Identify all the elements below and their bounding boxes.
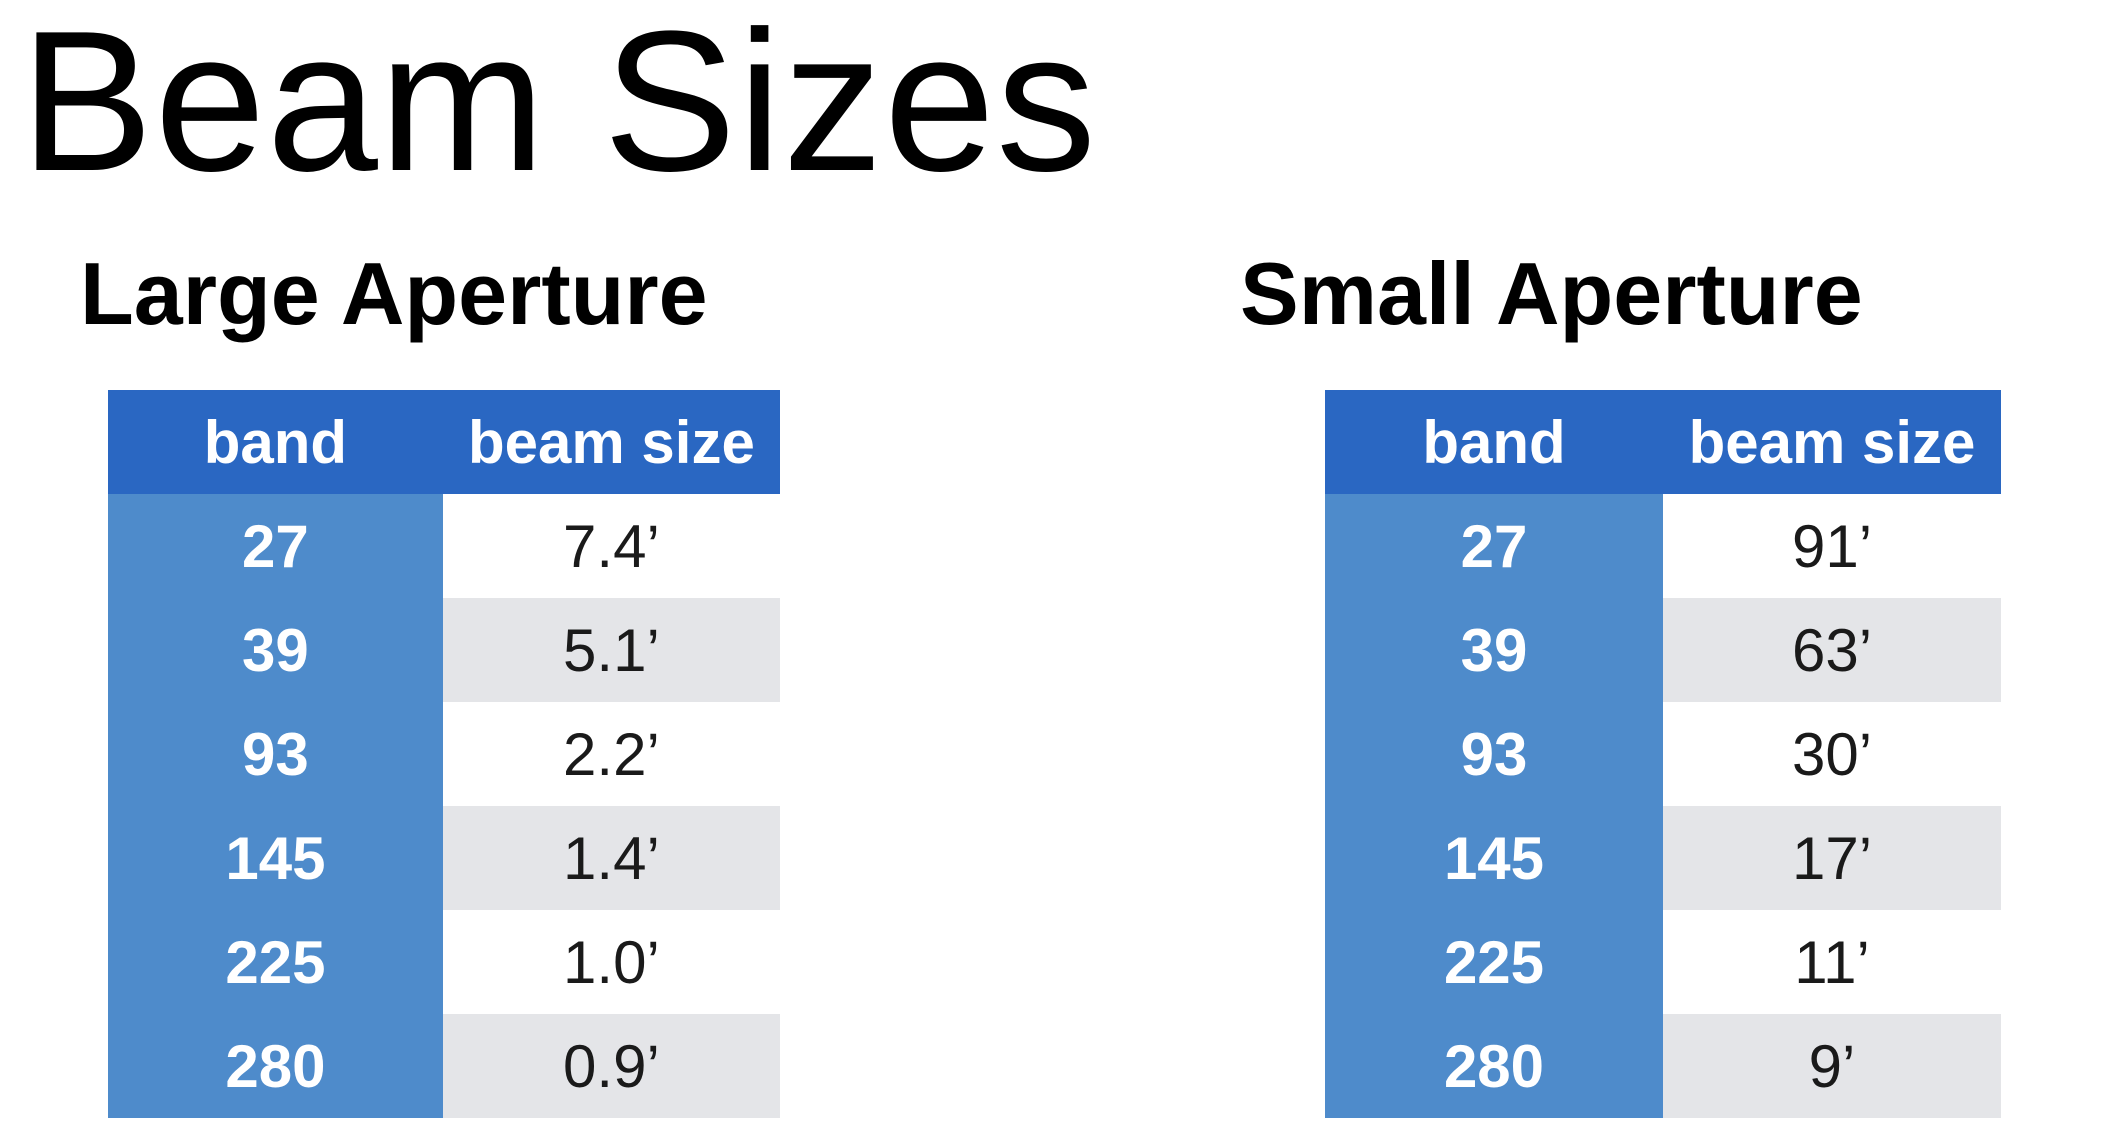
band-cell: 27 (1325, 494, 1663, 598)
band-cell: 280 (108, 1014, 443, 1118)
table-row: 27 91’ (1325, 494, 2001, 598)
beam-size-column-header: beam size (442, 390, 780, 494)
beam-size-cell: 11’ (1663, 910, 2001, 1014)
table-row: 145 17’ (1325, 806, 2001, 910)
beam-size-cell: 7.4’ (442, 494, 780, 598)
beam-size-cell: 30’ (1663, 702, 2001, 806)
table-row: 27 7.4’ (108, 494, 780, 598)
large-aperture-table: band beam size 27 7.4’ 39 5.1’ 93 2.2’ 1… (108, 390, 780, 1118)
table-row: 225 1.0’ (108, 910, 780, 1014)
table-row: 93 2.2’ (108, 702, 780, 806)
band-cell: 145 (1325, 806, 1663, 910)
beam-size-cell: 91’ (1663, 494, 2001, 598)
band-cell: 39 (1325, 598, 1663, 702)
beam-size-cell: 9’ (1663, 1014, 2001, 1118)
beam-size-cell: 63’ (1663, 598, 2001, 702)
beam-size-cell: 1.0’ (442, 910, 780, 1014)
small-aperture-table: band beam size 27 91’ 39 63’ 93 30’ 145 … (1325, 390, 2001, 1118)
table-row: 225 11’ (1325, 910, 2001, 1014)
table-row: 39 5.1’ (108, 598, 780, 702)
table-header-row: band beam size (1325, 390, 2001, 494)
band-cell: 225 (108, 910, 443, 1014)
large-aperture-heading: Large Aperture (80, 244, 708, 343)
band-column-header: band (1325, 390, 1663, 494)
beam-size-cell: 17’ (1663, 806, 2001, 910)
band-cell: 280 (1325, 1014, 1663, 1118)
band-cell: 27 (108, 494, 443, 598)
beam-size-cell: 1.4’ (442, 806, 780, 910)
page-title: Beam Sizes (20, 0, 1098, 213)
beam-size-cell: 5.1’ (442, 598, 780, 702)
band-cell: 93 (1325, 702, 1663, 806)
small-aperture-heading: Small Aperture (1240, 244, 1863, 343)
band-cell: 93 (108, 702, 443, 806)
beam-size-cell: 2.2’ (442, 702, 780, 806)
table-header-row: band beam size (108, 390, 780, 494)
beam-size-cell: 0.9’ (442, 1014, 780, 1118)
beam-size-column-header: beam size (1663, 390, 2001, 494)
table-row: 39 63’ (1325, 598, 2001, 702)
band-cell: 39 (108, 598, 443, 702)
band-cell: 225 (1325, 910, 1663, 1014)
table-row: 280 0.9’ (108, 1014, 780, 1118)
table-row: 145 1.4’ (108, 806, 780, 910)
table-row: 280 9’ (1325, 1014, 2001, 1118)
band-cell: 145 (108, 806, 443, 910)
band-column-header: band (108, 390, 443, 494)
table-row: 93 30’ (1325, 702, 2001, 806)
